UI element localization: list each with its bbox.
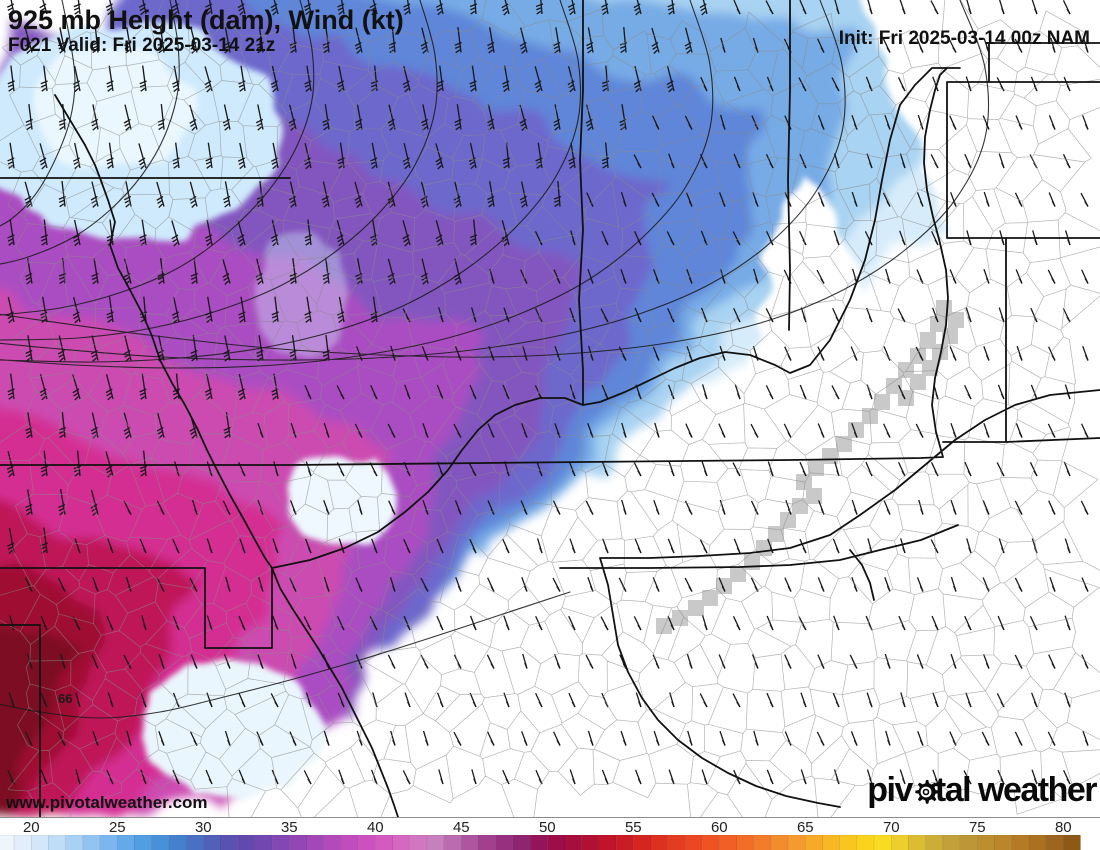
svg-text:66: 66	[58, 691, 72, 706]
